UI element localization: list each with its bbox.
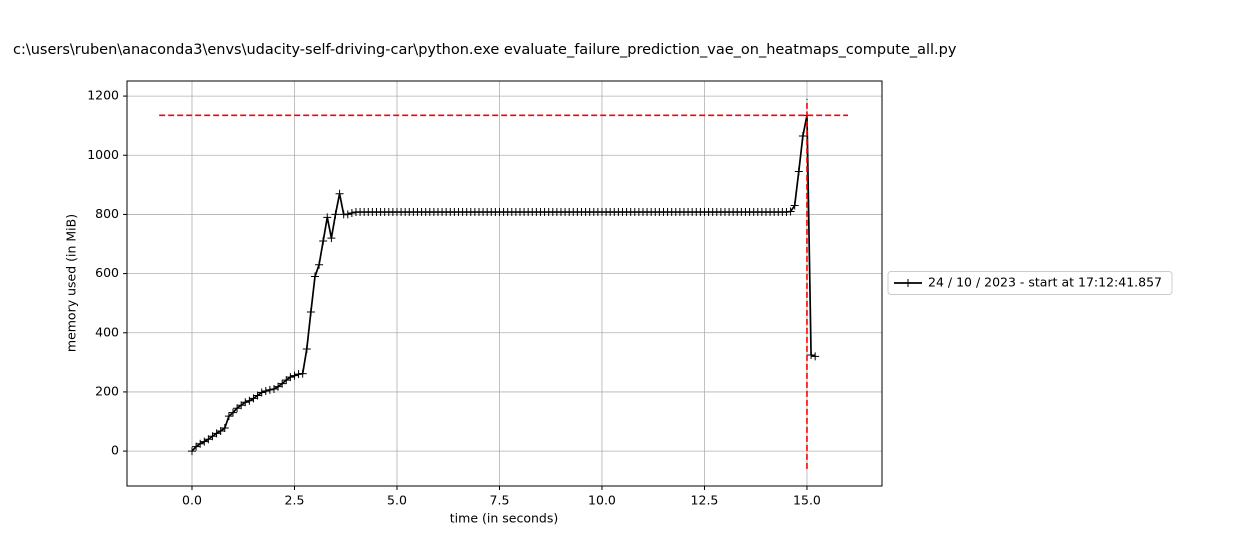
data-point: [306, 308, 315, 317]
data-point: [347, 208, 356, 217]
data-point: [335, 189, 344, 198]
x-tick-label: 2.5: [285, 493, 305, 508]
y-axis-label: memory used (in MiB): [64, 214, 79, 352]
data-point: [807, 350, 816, 359]
legend-marker: [904, 279, 912, 287]
legend-label: 24 / 10 / 2023 - start at 17:12:41.857: [928, 275, 1162, 290]
x-tick-label: 7.5: [490, 493, 510, 508]
data-point: [216, 426, 225, 435]
data-point: [253, 391, 262, 400]
data-point: [294, 370, 303, 379]
data-point: [790, 201, 799, 210]
x-tick-label: 5.0: [387, 493, 407, 508]
data-point: [323, 213, 332, 222]
data-point: [786, 207, 795, 216]
y-tick-label: 1000: [87, 147, 119, 162]
y-tick-label: 800: [95, 206, 119, 221]
x-tick-label: 12.5: [691, 493, 719, 508]
data-point: [794, 167, 803, 176]
data-point: [343, 210, 352, 219]
data-point: [315, 260, 324, 269]
y-tick-label: 400: [95, 324, 119, 339]
data-point: [286, 373, 295, 382]
data-point: [274, 382, 283, 391]
y-tick-label: 1200: [87, 88, 119, 103]
data-point: [290, 371, 299, 380]
data-point: [204, 435, 213, 444]
data-point: [782, 208, 791, 217]
data-point: [798, 132, 807, 141]
legend: 24 / 10 / 2023 - start at 17:12:41.857: [887, 271, 1173, 295]
data-point: [327, 234, 336, 243]
data-point: [237, 401, 246, 410]
data-point: [245, 396, 254, 405]
data-point: [265, 385, 274, 394]
data-point: [331, 210, 340, 219]
data-point: [282, 376, 291, 385]
data-point: [220, 424, 229, 433]
data-point: [257, 388, 266, 397]
data-point: [310, 272, 319, 281]
y-tick-label: 0: [111, 443, 119, 458]
data-point: [302, 345, 311, 354]
data-point: [261, 387, 270, 396]
data-point: [208, 432, 217, 441]
data-point: [196, 439, 205, 448]
data-point: [278, 379, 287, 388]
x-tick-label: 0.0: [182, 493, 202, 508]
y-tick-label: 200: [95, 383, 119, 398]
data-point: [228, 408, 237, 417]
data-point: [233, 404, 242, 413]
x-tick-label: 15.0: [793, 493, 821, 508]
data-point: [200, 437, 209, 446]
x-axis-label: time (in seconds): [450, 511, 558, 526]
data-point: [811, 352, 820, 361]
data-point: [241, 398, 250, 407]
chart-title: c:\users\ruben\anaconda3\envs\udacity-se…: [13, 42, 957, 58]
data-point: [249, 394, 258, 403]
data-point: [192, 442, 201, 451]
axes-frame: [126, 80, 883, 487]
data-point: [269, 384, 278, 393]
legend-box: [887, 271, 1173, 295]
data-point: [319, 237, 328, 246]
data-point: [298, 369, 307, 378]
data-point: [187, 447, 196, 456]
data-point: [224, 412, 233, 421]
y-tick-label: 600: [95, 265, 119, 280]
data-point: [212, 429, 221, 438]
x-tick-label: 10.0: [588, 493, 616, 508]
